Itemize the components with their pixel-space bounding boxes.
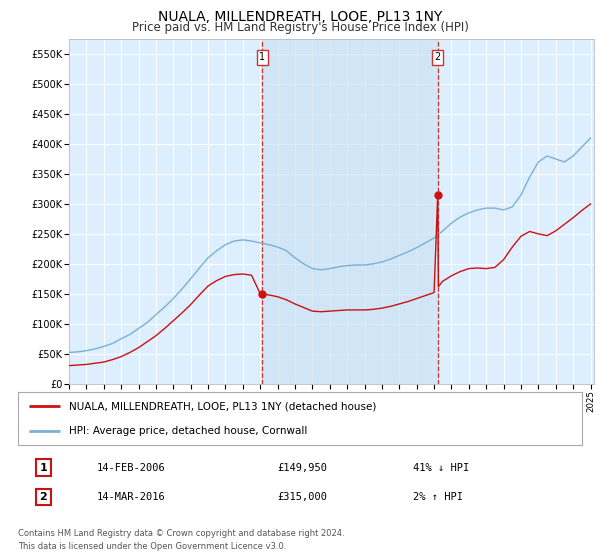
Bar	[262, 39, 438, 384]
Text: 2: 2	[40, 492, 47, 502]
Text: Price paid vs. HM Land Registry's House Price Index (HPI): Price paid vs. HM Land Registry's House …	[131, 21, 469, 34]
Text: 41% ↓ HPI: 41% ↓ HPI	[413, 463, 469, 473]
Text: 2% ↑ HPI: 2% ↑ HPI	[413, 492, 463, 502]
Text: NUALA, MILLENDREATH, LOOE, PL13 1NY: NUALA, MILLENDREATH, LOOE, PL13 1NY	[158, 10, 442, 24]
Text: NUALA, MILLENDREATH, LOOE, PL13 1NY (detached house): NUALA, MILLENDREATH, LOOE, PL13 1NY (det…	[69, 402, 376, 412]
Text: 1: 1	[40, 463, 47, 473]
Text: 1: 1	[259, 52, 265, 62]
Text: 14-MAR-2016: 14-MAR-2016	[97, 492, 166, 502]
Text: £315,000: £315,000	[277, 492, 328, 502]
Text: £149,950: £149,950	[277, 463, 328, 473]
Text: 2: 2	[434, 52, 441, 62]
Text: 14-FEB-2006: 14-FEB-2006	[97, 463, 166, 473]
Text: HPI: Average price, detached house, Cornwall: HPI: Average price, detached house, Corn…	[69, 426, 307, 436]
Text: Contains HM Land Registry data © Crown copyright and database right 2024.
This d: Contains HM Land Registry data © Crown c…	[18, 529, 344, 550]
